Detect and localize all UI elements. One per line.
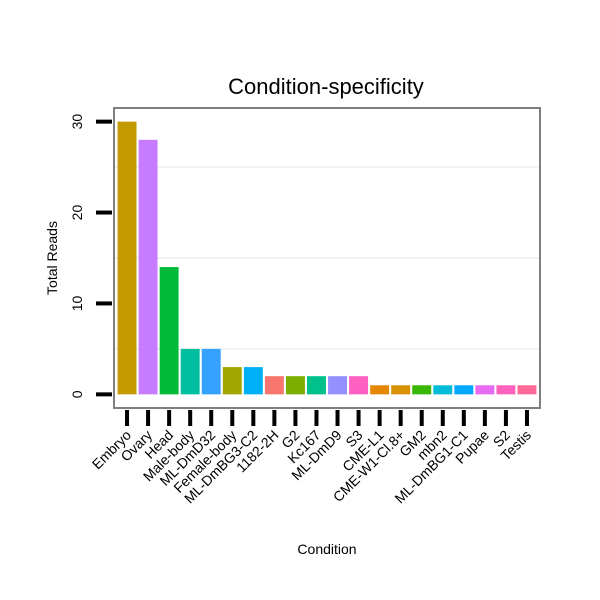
bar — [307, 376, 326, 395]
bar — [117, 121, 137, 395]
bar — [264, 376, 284, 395]
bar — [138, 139, 158, 395]
bar — [475, 385, 495, 395]
y-axis: 0 10 20 30 — [69, 114, 112, 398]
bar — [412, 385, 432, 395]
bar — [180, 348, 200, 395]
bar — [454, 385, 474, 395]
bar — [370, 385, 390, 395]
y-tick-label: 10 — [69, 295, 85, 311]
bar — [201, 348, 221, 395]
bar — [285, 376, 305, 395]
bar — [349, 376, 369, 395]
bar — [243, 367, 263, 395]
bar — [159, 267, 179, 395]
x-axis: EmbryoOvaryHeadMale-bodyML-DmD32Female-b… — [89, 410, 534, 506]
bar — [496, 385, 516, 395]
bar — [391, 385, 411, 395]
y-tick-label: 0 — [69, 390, 85, 398]
y-tick-label: 20 — [69, 205, 85, 221]
y-axis-title: Total Reads — [44, 221, 60, 295]
x-axis-title: Condition — [297, 541, 356, 557]
bar — [328, 376, 347, 395]
chart-title: Condition-specificity — [228, 74, 424, 99]
panel-border — [113, 107, 541, 409]
y-tick-label: 30 — [69, 114, 85, 130]
bar — [517, 385, 537, 395]
bar — [433, 385, 453, 395]
plot-area — [113, 107, 541, 409]
bar — [222, 367, 242, 395]
